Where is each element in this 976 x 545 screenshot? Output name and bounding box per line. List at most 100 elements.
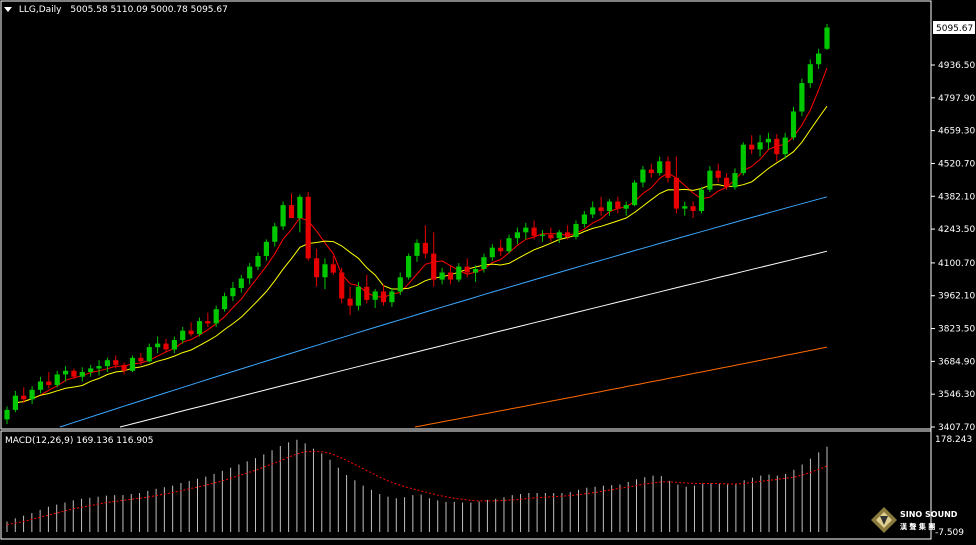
candle-body xyxy=(447,272,454,280)
candle xyxy=(740,142,746,176)
frame xyxy=(0,0,932,540)
candlestick-series xyxy=(4,23,830,425)
macd-axis-top: 178.243 xyxy=(935,435,972,445)
candle xyxy=(615,196,621,214)
candle-body xyxy=(247,266,253,279)
candle-body xyxy=(196,321,203,335)
candle-body xyxy=(339,272,345,299)
candle-body xyxy=(188,330,194,335)
candle-body xyxy=(439,272,445,280)
candle xyxy=(380,284,387,306)
candle-body xyxy=(707,170,713,190)
price-tick-label: 3407.70 xyxy=(938,423,975,433)
candle-body xyxy=(757,142,763,150)
candle xyxy=(690,201,696,219)
candle xyxy=(447,265,454,285)
candle xyxy=(113,355,119,369)
candle xyxy=(180,327,186,344)
candle xyxy=(698,187,705,214)
candle xyxy=(765,132,771,150)
candle xyxy=(238,274,244,293)
candle xyxy=(539,229,546,242)
candle xyxy=(422,225,428,259)
watermark-brand: SINO SOUND xyxy=(900,510,958,519)
candle-body xyxy=(79,372,85,377)
candle xyxy=(816,48,822,69)
candle-body xyxy=(556,232,562,239)
candle xyxy=(657,156,663,176)
candle xyxy=(21,387,27,403)
candle xyxy=(757,135,763,157)
candle xyxy=(573,220,579,240)
current-price-tag: 5095.67 xyxy=(933,21,975,34)
macd-axis-bottom: -7.509 xyxy=(935,528,964,538)
candle xyxy=(481,253,487,273)
price-tick-label: 4936.50 xyxy=(938,61,975,71)
candle-body xyxy=(46,381,52,386)
candle-body xyxy=(573,224,579,237)
candle xyxy=(222,292,228,312)
candle xyxy=(498,239,504,256)
candle-body xyxy=(498,247,504,252)
candle-body xyxy=(230,287,236,297)
candle xyxy=(88,364,94,377)
candle xyxy=(37,376,44,394)
candle-body xyxy=(665,161,671,178)
candle-body xyxy=(222,296,228,310)
candle-body xyxy=(724,177,730,188)
candle-body xyxy=(406,256,412,278)
current-price-label: 5095.67 xyxy=(936,24,973,34)
candle xyxy=(598,196,604,216)
candle-body xyxy=(138,357,144,362)
candle xyxy=(523,222,529,240)
candle-body xyxy=(63,370,69,375)
price-tick-label: 4797.90 xyxy=(938,94,975,104)
candle-body xyxy=(314,258,320,278)
candle-body xyxy=(632,182,638,206)
candle xyxy=(263,239,269,261)
triangle-down-icon[interactable] xyxy=(4,7,12,12)
candle-body xyxy=(657,161,663,174)
ohlc-values: 5005.58 5110.09 5000.78 5095.67 xyxy=(70,5,228,15)
candle-body xyxy=(648,169,654,174)
candle xyxy=(96,360,102,376)
candle-body xyxy=(816,53,822,65)
candle xyxy=(46,371,52,389)
candle xyxy=(514,227,520,245)
candle xyxy=(389,287,395,307)
ma-blue-line xyxy=(59,196,828,428)
candle-body xyxy=(782,137,788,155)
candle xyxy=(188,322,194,337)
candle xyxy=(640,165,646,188)
price-tick-label: 4382.10 xyxy=(938,192,975,202)
candle xyxy=(372,289,378,309)
price-tick-label: 4100.70 xyxy=(938,259,975,269)
candle-body xyxy=(255,256,261,267)
candle-body xyxy=(121,364,127,371)
candle xyxy=(456,263,462,283)
candle-body xyxy=(213,309,219,324)
candle-body xyxy=(799,83,805,112)
candle xyxy=(155,336,161,354)
candle xyxy=(255,252,261,271)
candle xyxy=(230,282,236,301)
candle-body xyxy=(163,343,169,350)
candle-body xyxy=(4,409,10,420)
price-tick-label: 3546.30 xyxy=(938,390,975,400)
candle-body xyxy=(581,214,587,224)
candle xyxy=(397,272,403,296)
candle-body xyxy=(180,330,186,341)
candle xyxy=(364,274,370,304)
candle xyxy=(732,168,738,190)
price-tick-label: 4243.50 xyxy=(938,225,975,235)
candle-body xyxy=(322,264,328,278)
candle-body xyxy=(54,374,60,386)
watermark-logo: SINO SOUND 漢 聲 集 團 xyxy=(871,507,958,533)
candle xyxy=(414,239,420,262)
candle xyxy=(4,406,10,425)
candle xyxy=(724,173,730,190)
price-axis: 4936.50 4797.90 4659.30 4520.70 4382.10 4243.… xyxy=(931,61,975,433)
candle-body xyxy=(414,242,420,256)
candle-body xyxy=(71,370,77,377)
